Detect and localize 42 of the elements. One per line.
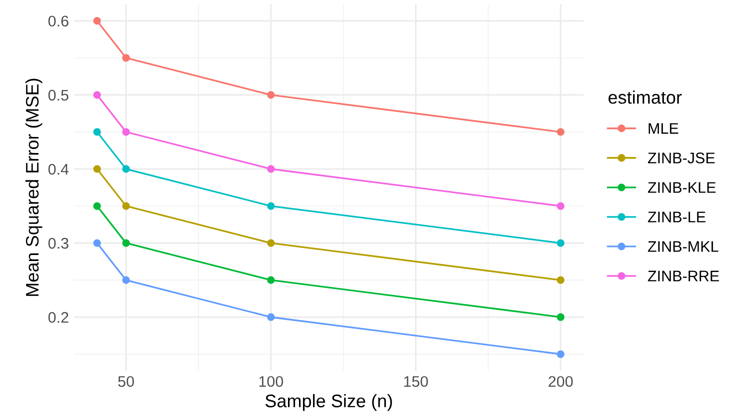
point [122,165,130,173]
legend-label: ZINB-KLE [648,182,716,193]
point [556,202,564,210]
point [93,165,101,173]
point [122,239,130,247]
point [93,91,101,99]
x-tick-label: 150 [404,376,428,387]
legend-label: ZINB-JSE [648,152,715,164]
point [93,128,101,136]
legend-label: ZINB-RRE [648,270,719,282]
y-tick-label: 0.5 [48,90,68,101]
point [122,128,130,136]
point [267,239,275,247]
point [556,313,564,321]
legend-label: ZINB-MKL [648,241,718,252]
x-tick-label: 200 [548,376,573,387]
y-tick-label: 0.2 [48,312,68,323]
legend-label: ZINB-LE [648,212,706,222]
point [267,202,275,210]
point [556,128,564,136]
point [556,350,564,358]
y-tick-label: 0.6 [48,16,68,27]
point [267,91,275,99]
legend-title: estimator [608,90,682,104]
point [122,54,130,62]
x-tick-label: 50 [118,376,134,387]
point [122,202,130,210]
y-tick-label: 0.4 [48,164,69,175]
point [93,17,101,25]
legend-label: MLE [648,123,678,134]
point [93,239,101,247]
point [93,202,101,210]
y-axis-title: Mean Squared Error (MSE) [25,78,42,296]
point [556,239,564,247]
y-tick-label: 0.3 [48,238,68,249]
x-axis-title: Sample Size (n) [265,394,392,411]
point [267,165,275,173]
point [267,276,275,284]
point [556,276,564,284]
point [267,313,275,321]
x-tick-label: 100 [259,376,284,387]
point [122,276,130,284]
